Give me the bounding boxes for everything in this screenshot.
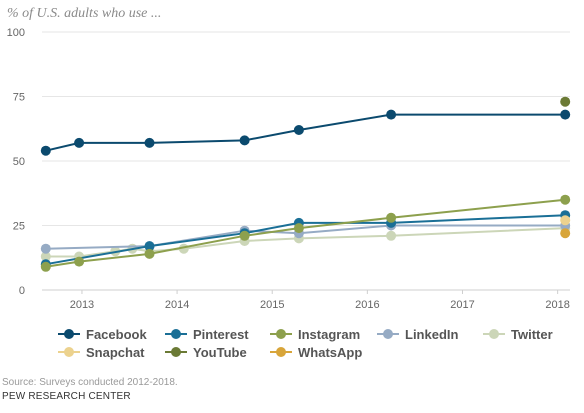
y-tick-label: 100 xyxy=(7,27,25,39)
source-note: Source: Surveys conducted 2012-2018. xyxy=(2,377,178,388)
legend-label: Facebook xyxy=(86,326,147,342)
y-tick-label: 25 xyxy=(13,221,25,233)
legend-label: LinkedIn xyxy=(405,326,459,342)
legend-item-instagram: Instagram xyxy=(270,325,360,343)
instagram-point xyxy=(386,212,397,223)
chart-subtitle: % of U.S. adults who use ... xyxy=(7,6,162,21)
legend-item-pinterest: Pinterest xyxy=(165,325,249,343)
facebook-point xyxy=(40,145,51,156)
legend-item-snapchat: Snapchat xyxy=(58,343,145,361)
legend-swatch xyxy=(58,347,80,357)
legend-swatch xyxy=(270,347,292,357)
series-whatsapp xyxy=(560,228,571,239)
series-lines xyxy=(40,96,571,272)
snapchat-point xyxy=(560,215,571,226)
legend-swatch xyxy=(483,329,505,339)
facebook-point xyxy=(386,109,397,120)
pinterest-line xyxy=(45,214,566,266)
instagram-point xyxy=(40,261,51,272)
instagram-point xyxy=(560,194,571,205)
instagram-point xyxy=(144,248,155,259)
x-tick-label: 2018 xyxy=(545,299,569,311)
linkedin-line xyxy=(45,224,566,250)
facebook-line xyxy=(45,113,566,152)
legend-label: WhatsApp xyxy=(298,344,363,360)
series-facebook xyxy=(40,109,571,156)
legend-swatch xyxy=(165,329,187,339)
whatsapp-point xyxy=(560,228,571,239)
legend-label: Pinterest xyxy=(193,326,249,342)
instagram-point xyxy=(239,230,250,241)
youtube-point xyxy=(560,96,571,107)
pinterest-point xyxy=(144,241,155,252)
legend-label: Snapchat xyxy=(86,344,145,360)
twitter-point xyxy=(386,230,397,241)
legend-swatch xyxy=(377,329,399,339)
legend-swatch xyxy=(58,329,80,339)
line-chart: 0 25 50 75 100 2013 2014 2015 2016 2017 2018 xyxy=(7,27,571,311)
facebook-point xyxy=(560,109,571,120)
legend-label: YouTube xyxy=(193,344,247,360)
facebook-point xyxy=(239,135,250,146)
series-pinterest xyxy=(40,210,571,270)
x-axis: 2013 2014 2015 2016 2017 2018 xyxy=(70,290,570,311)
facebook-point xyxy=(293,125,304,135)
x-tick-label: 2013 xyxy=(70,299,94,311)
twitter-point xyxy=(40,251,51,262)
legend-item-whatsapp: WhatsApp xyxy=(270,343,362,361)
legend-swatch xyxy=(165,347,187,357)
instagram-point xyxy=(74,256,85,267)
legend-item-twitter: Twitter xyxy=(483,325,553,343)
org-credit: PEW RESEARCH CENTER xyxy=(2,391,131,402)
series-instagram xyxy=(40,194,571,272)
linkedin-point xyxy=(40,243,51,254)
facebook-point xyxy=(144,137,155,148)
x-tick-label: 2014 xyxy=(165,299,189,311)
y-tick-label: 0 xyxy=(19,285,25,297)
legend-label: Instagram xyxy=(298,326,361,342)
legend-item-youtube: YouTube xyxy=(165,343,247,361)
legend-item-linkedin: LinkedIn xyxy=(377,325,458,343)
gridlines xyxy=(42,31,570,291)
instagram-point xyxy=(293,223,304,234)
y-tick-label: 50 xyxy=(13,156,25,168)
y-tick-label: 75 xyxy=(13,92,25,104)
series-youtube xyxy=(560,96,571,107)
x-tick-label: 2015 xyxy=(260,299,284,311)
series-snapchat xyxy=(560,215,571,226)
x-tick-label: 2017 xyxy=(450,299,474,311)
x-tick-label: 2016 xyxy=(355,299,379,311)
series-twitter xyxy=(40,223,571,262)
facebook-point xyxy=(74,137,85,148)
y-axis: 0 25 50 75 100 xyxy=(7,27,25,297)
legend-item-facebook: Facebook xyxy=(58,325,147,343)
legend-label: Twitter xyxy=(511,326,553,342)
legend-swatch xyxy=(270,329,292,339)
